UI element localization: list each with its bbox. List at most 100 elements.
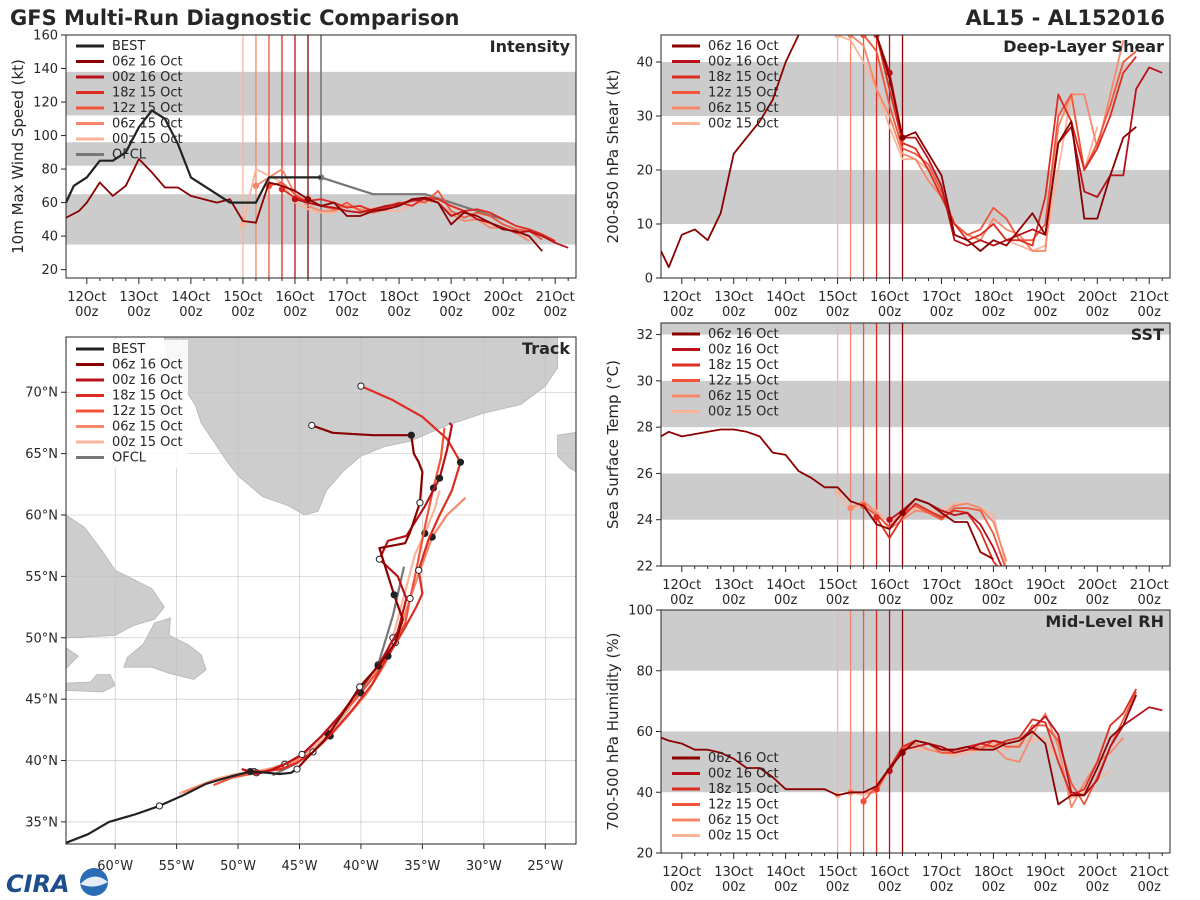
track-xtick-label-45-w: 45°W — [282, 859, 318, 874]
intensity-xtick-hour-20: 00z — [491, 305, 515, 320]
shear-init-dot-12z-15-oct — [860, 35, 867, 39]
shear-xtick-hour-15: 00z — [826, 305, 850, 320]
rh-xtick-day-19: 19Oct — [1026, 865, 1065, 880]
intensity-ytick-label-140: 140 — [33, 62, 58, 77]
track-ytick-label-50-n: 50°N — [25, 631, 58, 646]
shear-ytick-label-20: 20 — [636, 164, 653, 179]
intensity-xtick-hour-14: 00z — [179, 305, 203, 320]
shear-ytick-label-10: 10 — [636, 218, 653, 233]
rh-xtick-day-15: 15Oct — [818, 865, 857, 880]
sst-xtick-hour-19: 00z — [1034, 593, 1058, 608]
shear-series-12z-15-oct — [862, 35, 1137, 242]
track-ytick-label-55-n: 55°N — [25, 570, 58, 585]
intensity-panel: 2040608010012014016012Oct00z13Oct00z14Oc… — [9, 29, 577, 320]
shear-xtick-hour-12: 00z — [670, 305, 694, 320]
sst-xtick-day-15: 15Oct — [818, 578, 857, 593]
rh-xtick-day-14: 14Oct — [766, 865, 805, 880]
sst-legend-12z-15-oct: 12z 15 Oct — [708, 374, 779, 389]
intensity-legend-00z-15-oct: 00z 15 Oct — [112, 132, 183, 147]
rh-xtick-hour-19: 00z — [1034, 880, 1058, 895]
track-legend-best: BEST — [112, 342, 145, 357]
intensity-series-best — [66, 109, 321, 204]
sst-init-dot-06z-16-oct — [899, 509, 906, 516]
rh-ytick-label-20: 20 — [636, 847, 653, 862]
sst-series-18z-15-oct — [875, 502, 999, 566]
rh-xtick-hour-17: 00z — [930, 880, 954, 895]
intensity-series-06z-16-oct — [66, 158, 543, 252]
sst-xtick-day-21: 21Oct — [1130, 578, 1169, 593]
shear-panel: 01020304012Oct00z13Oct00z14Oct00z15Oct00… — [604, 34, 1171, 320]
shear-init-dot-00z-15-oct — [834, 35, 841, 39]
rh-band-1 — [661, 610, 1170, 671]
quebec-land — [66, 647, 79, 670]
shear-xtick-hour-16: 00z — [878, 305, 902, 320]
shear-legend-12z-15-oct: 12z 15 Oct — [708, 86, 779, 101]
shear-xtick-hour-21: 00z — [1138, 305, 1162, 320]
sst-xtick-hour-21: 00z — [1138, 593, 1162, 608]
intensity-xtick-hour-19: 00z — [439, 305, 463, 320]
shear-ytick-label-30: 30 — [636, 110, 653, 125]
rh-init-dot-12z-15-oct — [860, 798, 867, 805]
track-position-dot-06z-16-oct — [407, 431, 415, 439]
shear-xtick-hour-19: 00z — [1034, 305, 1058, 320]
rh-ytick-label-80: 80 — [636, 664, 653, 679]
shear-xtick-day-18: 18Oct — [974, 290, 1013, 305]
sst-init-dot-18z-15-oct — [873, 514, 880, 521]
sst-series-06z-16-oct — [661, 428, 994, 560]
rh-xtick-hour-21: 00z — [1138, 880, 1162, 895]
sst-series-12z-15-oct — [863, 504, 1006, 566]
rh-legend-06z-16-oct: 06z 16 Oct — [708, 751, 779, 766]
sst-panel-title: SST — [1131, 325, 1164, 344]
shear-band-0 — [661, 170, 1170, 224]
sst-ytick-label-26: 26 — [636, 467, 653, 482]
intensity-legend-best: BEST — [112, 39, 145, 54]
track-ytick-label-40-n: 40°N — [25, 754, 58, 769]
sst-band-2 — [661, 323, 1170, 335]
shear-xtick-hour-13: 00z — [722, 305, 746, 320]
intensity-init-dot-06z-16-oct — [304, 196, 312, 203]
intensity-legend-18z-15-oct: 18z 15 Oct — [112, 86, 183, 101]
shear-xtick-day-20: 20Oct — [1078, 290, 1117, 305]
intensity-plot-area — [66, 35, 569, 278]
track-legend-06z-15-oct: 06z 15 Oct — [112, 420, 183, 435]
track-xtick-label-40-w: 40°W — [343, 859, 379, 874]
track-position-dot-06z-16-oct — [308, 421, 316, 429]
intensity-legend-ofcl: OFCL — [112, 148, 147, 163]
track-ytick-label-60-n: 60°N — [25, 509, 58, 524]
track-position-dot-best — [155, 802, 163, 810]
sst-xtick-day-12: 12Oct — [662, 578, 701, 593]
shear-xtick-day-12: 12Oct — [662, 290, 701, 305]
intensity-ytick-label-160: 160 — [33, 29, 58, 44]
track-position-dot-18z-15-oct — [456, 458, 465, 466]
intensity-xtick-hour-18: 00z — [387, 305, 411, 320]
shear-band-1 — [661, 62, 1170, 116]
shear-xtick-day-19: 19Oct — [1026, 290, 1065, 305]
shear-xtick-day-16: 16Oct — [870, 290, 909, 305]
rh-xtick-day-13: 13Oct — [714, 865, 753, 880]
intensity-xtick-day-18: 18Oct — [380, 290, 419, 305]
sst-init-dot-00z-15-oct — [834, 488, 841, 496]
sst-xtick-day-17: 17Oct — [922, 578, 961, 593]
rh-legend-12z-15-oct: 12z 15 Oct — [708, 798, 779, 813]
track-legend-box — [70, 340, 188, 468]
sst-legend-00z-15-oct: 00z 15 Oct — [708, 405, 779, 420]
shear-xtick-day-15: 15Oct — [818, 290, 857, 305]
sst-legend-06z-15-oct: 06z 15 Oct — [708, 389, 779, 404]
track-legend-18z-15-oct: 18z 15 Oct — [112, 389, 183, 404]
intensity-xtick-day-13: 13Oct — [119, 290, 158, 305]
intensity-init-dot-18z-15-oct — [278, 185, 286, 193]
newfoundland-land — [123, 617, 207, 680]
shear-ytick-label-40: 40 — [636, 56, 653, 71]
shear-init-dot-06z-16-oct — [899, 134, 906, 141]
sst-xtick-day-18: 18Oct — [974, 578, 1013, 593]
sst-legend-18z-15-oct: 18z 15 Oct — [708, 358, 779, 373]
sst-xtick-day-20: 20Oct — [1078, 578, 1117, 593]
track-xtick-label-25-w: 25°W — [527, 859, 563, 874]
track-series-18z-15-oct — [244, 385, 462, 773]
rh-series-00z-16-oct — [888, 706, 1163, 797]
labrador-land — [66, 337, 165, 639]
sst-band-0 — [661, 473, 1170, 520]
sst-xtick-day-13: 13Oct — [714, 578, 753, 593]
track-position-dot-00z-16-oct — [435, 474, 444, 482]
